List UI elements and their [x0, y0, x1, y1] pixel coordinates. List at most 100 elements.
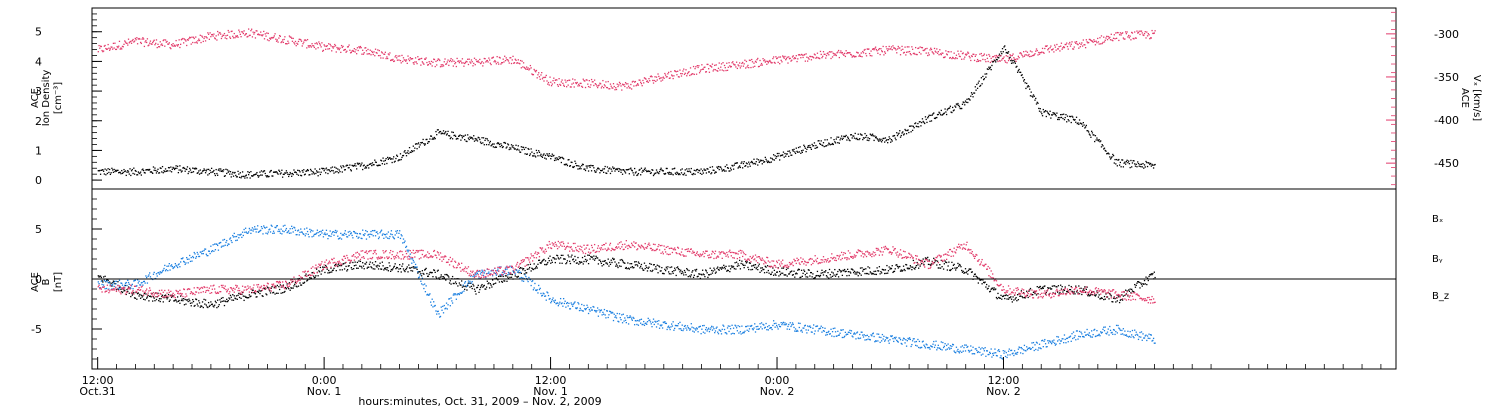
density-point: [490, 145, 492, 147]
density-point: [98, 170, 100, 172]
b-series-point: [131, 294, 133, 296]
vx-point: [274, 33, 276, 35]
b-series-point: [307, 274, 309, 277]
b-series-point: [102, 276, 105, 278]
b-series-point: [539, 287, 541, 290]
b-series-point: [459, 292, 461, 294]
b-series-point: [412, 259, 414, 262]
vx-point: [973, 59, 976, 62]
b-series-point: [244, 227, 247, 229]
density-point: [961, 107, 963, 110]
density-point: [140, 174, 143, 176]
b-series-point: [872, 273, 874, 275]
density-point: [996, 59, 998, 61]
density-point: [182, 167, 184, 169]
b-series-point: [507, 276, 509, 278]
b-series-point: [800, 276, 802, 278]
b-series-point: [299, 282, 301, 284]
b-series-point: [336, 230, 338, 232]
b-series-point: [387, 231, 390, 233]
b-series-point: [204, 303, 206, 305]
b-series-point: [1020, 290, 1023, 292]
b-series-point: [446, 274, 448, 276]
vx-point: [741, 62, 743, 65]
vx-point: [593, 84, 595, 87]
vx-point: [670, 70, 672, 73]
vx-point: [720, 63, 723, 65]
vx-point: [254, 31, 256, 34]
b-series-point: [404, 270, 406, 273]
vx-point: [547, 83, 549, 85]
b-series-point: [213, 250, 215, 252]
b-series-point: [416, 268, 418, 270]
density-point: [420, 142, 423, 144]
density-point: [599, 169, 602, 172]
density-point: [861, 134, 863, 136]
b-series-point: [603, 263, 605, 266]
density-point: [596, 169, 598, 171]
density-point: [737, 167, 739, 169]
density-point: [939, 114, 942, 116]
density-point: [1096, 137, 1098, 139]
density-point: [366, 164, 368, 167]
b-series-point: [842, 269, 844, 271]
vx-point: [343, 49, 345, 51]
b-series-point: [290, 287, 292, 289]
b-series-point: [576, 307, 578, 309]
b-series-point: [505, 266, 507, 268]
b-series-point: [1085, 288, 1088, 290]
vx-point: [465, 60, 467, 63]
density-point: [1060, 116, 1063, 119]
vx-point: [615, 87, 617, 89]
vx-point: [360, 47, 362, 49]
density-point: [902, 134, 905, 136]
vx-point: [404, 59, 406, 61]
vx-point: [1088, 38, 1091, 41]
vx-point: [547, 81, 550, 84]
b-series-point: [351, 268, 353, 271]
density-point: [549, 155, 551, 157]
vx-point: [172, 43, 174, 45]
b-series-point: [785, 268, 788, 271]
b-series-point: [288, 232, 291, 234]
b-series-point: [411, 258, 414, 260]
density-point: [825, 145, 828, 147]
b-series-point: [599, 309, 602, 312]
density-point: [354, 163, 356, 165]
b-series-point: [1122, 295, 1125, 297]
vx-point: [1067, 48, 1069, 50]
density-point: [654, 172, 656, 175]
vx-point: [689, 67, 692, 69]
density-point: [284, 172, 286, 174]
density-point: [448, 135, 451, 137]
b-series-point: [321, 232, 323, 234]
b-series-point: [369, 261, 371, 263]
vx-point: [472, 65, 474, 67]
b-series-point: [884, 272, 886, 275]
vx-point: [817, 57, 819, 59]
vx-point: [152, 41, 154, 44]
b-series-point: [606, 263, 609, 265]
vx-point: [791, 59, 793, 61]
density-point: [916, 125, 918, 128]
b-series-point: [298, 234, 300, 236]
density-point: [427, 141, 430, 143]
vx-point: [598, 84, 600, 86]
b-series-point: [695, 268, 698, 271]
b-series-point: [565, 306, 567, 308]
vx-point: [819, 57, 821, 60]
b-series-point: [896, 265, 899, 268]
vx-point: [1048, 51, 1050, 53]
vx-point: [298, 38, 300, 40]
density-point: [744, 165, 746, 167]
vx-point: [287, 40, 289, 42]
vx-point: [1053, 44, 1056, 46]
b-series-point: [684, 271, 686, 274]
vx-point: [146, 41, 148, 44]
b-series-point: [840, 271, 842, 273]
b-series-point: [560, 254, 563, 257]
vx-point: [793, 58, 795, 60]
density-point: [559, 157, 561, 160]
vx-point: [667, 73, 669, 75]
b-series-point: [246, 297, 248, 299]
